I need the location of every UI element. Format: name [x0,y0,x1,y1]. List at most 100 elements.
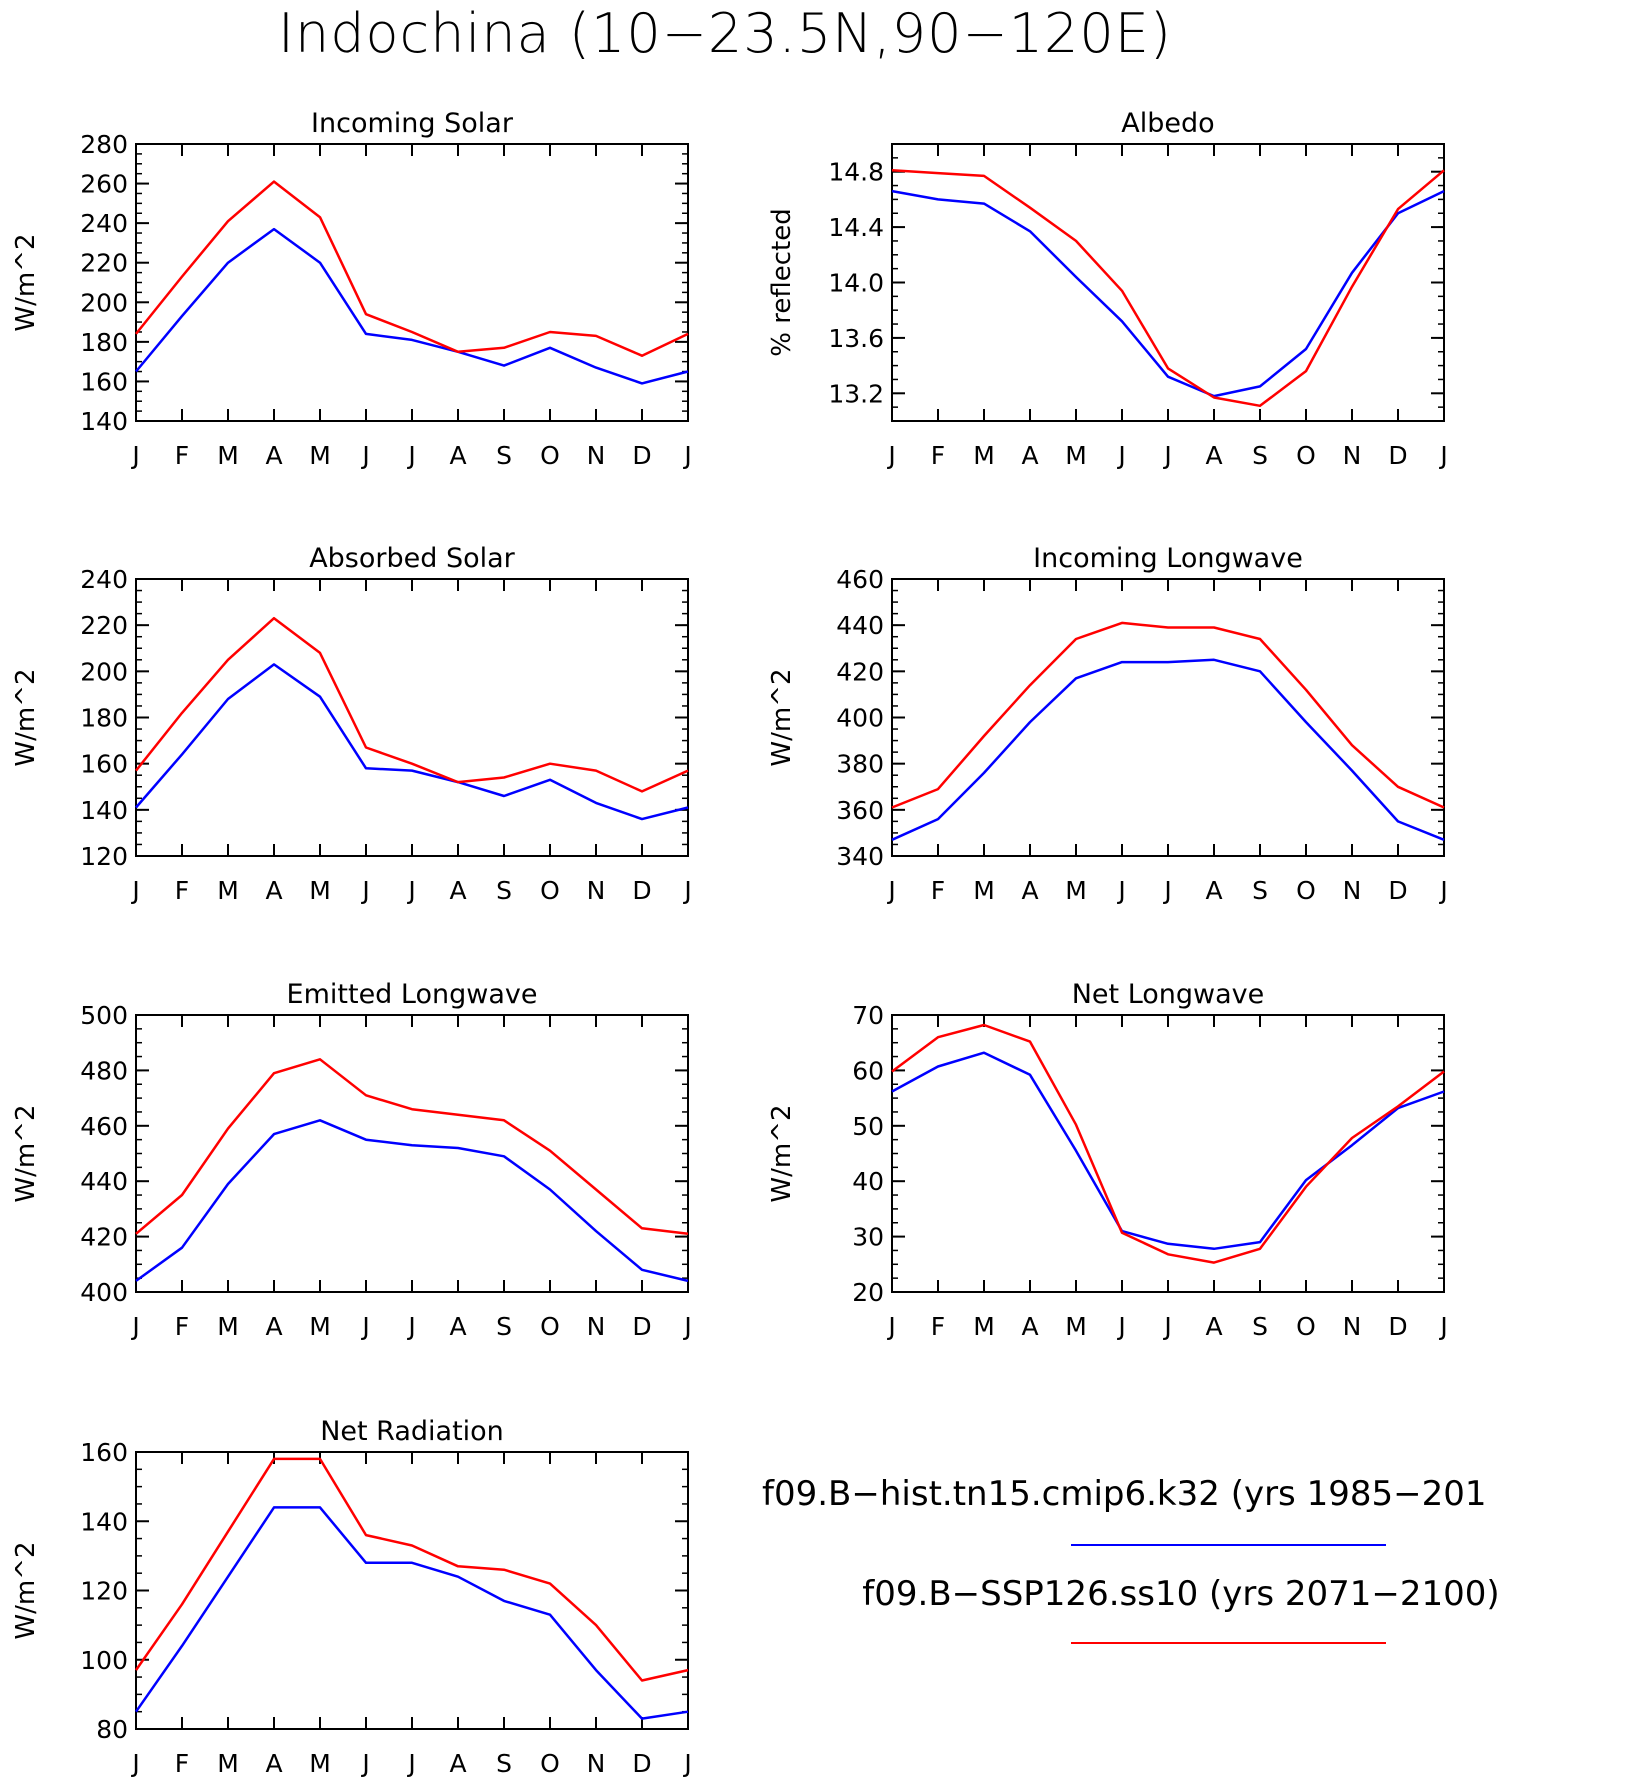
x-tick-label: M [309,1312,331,1341]
y-tick-label: 360 [836,796,884,825]
y-axis-label-albedo: % reflected [767,208,797,356]
y-tick-label: 280 [80,130,128,159]
series-line-hist [891,658,1445,841]
x-tick-label: N [1343,441,1362,470]
x-tick-label: J [406,1312,415,1341]
x-tick-label: S [1252,876,1268,905]
x-tick-label: S [1252,1312,1268,1341]
y-tick-label: 60 [852,1056,884,1085]
x-tick-label: J [360,1749,369,1778]
x-tick-label: M [973,1312,995,1341]
x-tick-label: S [496,1312,512,1341]
x-tick-label: F [175,1312,189,1341]
panel-title-net-radiation: Net Radiation [320,1416,504,1447]
panel-title-albedo: Albedo [1121,108,1214,139]
x-tick-label: J [1162,876,1171,905]
x-tick-label: F [931,441,945,470]
x-tick-label: M [1065,876,1087,905]
x-tick-label: D [632,1312,651,1341]
x-tick-label: A [1205,876,1222,905]
x-tick-label: M [217,1312,239,1341]
x-tick-label: D [1388,441,1407,470]
x-tick-label: J [130,1749,139,1778]
y-tick-label: 14.4 [828,213,884,242]
x-tick-label: F [175,1749,189,1778]
x-tick-label: F [931,1312,945,1341]
y-tick-label: 440 [836,611,884,640]
y-axis-label-emitted-longwave: W/m^2 [11,1104,41,1202]
x-tick-label: J [886,1312,895,1341]
y-tick-label: 160 [80,750,128,779]
x-tick-label: A [1021,1312,1038,1341]
x-tick-label: O [540,441,560,470]
x-tick-label: J [1116,876,1125,905]
x-tick-label: J [1116,1312,1125,1341]
x-tick-label: J [1438,441,1447,470]
x-tick-label: F [931,876,945,905]
series-line-ssp [135,1058,689,1236]
x-tick-label: J [130,876,139,905]
y-tick-label: 70 [852,1001,884,1030]
legend: f09.B−hist.tn15.cmip6.k32 (yrs 1985−201 … [762,1474,1500,1644]
x-tick-label: D [632,441,651,470]
x-tick-label: J [130,1312,139,1341]
x-tick-label: S [1252,441,1268,470]
y-tick-label: 50 [852,1112,884,1141]
y-tick-label: 420 [836,657,884,686]
x-tick-label: M [973,441,995,470]
y-tick-label: 240 [80,209,128,238]
x-tick-label: O [1296,876,1316,905]
x-tick-label: S [496,441,512,470]
x-tick-label: A [449,441,466,470]
x-tick-label: M [217,876,239,905]
plot-frame [891,578,1445,857]
x-tick-label: J [886,876,895,905]
x-tick-label: D [632,876,651,905]
series-line-hist [135,1119,689,1283]
x-tick-label: N [587,441,606,470]
y-tick-label: 40 [852,1167,884,1196]
x-tick-label: J [1162,441,1171,470]
y-tick-label: 120 [80,1577,128,1606]
x-tick-label: D [1388,1312,1407,1341]
series-line-hist [135,227,689,385]
x-tick-label: J [682,876,691,905]
legend-label-hist: f09.B−hist.tn15.cmip6.k32 (yrs 1985−201 [762,1474,1487,1514]
series-line-ssp [891,621,1445,809]
plot-frame [135,578,689,857]
x-tick-label: J [682,1749,691,1778]
x-tick-label: F [175,441,189,470]
x-tick-label: A [265,1749,282,1778]
x-tick-label: J [1162,1312,1171,1341]
y-tick-label: 20 [852,1278,884,1307]
x-tick-label: J [406,441,415,470]
x-tick-label: O [540,1749,560,1778]
plot-frame [135,143,689,422]
x-tick-label: A [1205,1312,1222,1341]
x-tick-label: M [1065,441,1087,470]
x-tick-label: S [496,1749,512,1778]
x-tick-label: J [886,441,895,470]
y-tick-label: 380 [836,750,884,779]
chart-incoming-solar: J F M A M J J A S O N D J140160180200220240260280Inc… [11,108,692,470]
legend-label-ssp: f09.B−SSP126.ss10 (yrs 2071−2100) [862,1574,1499,1614]
series-line-ssp [135,180,689,357]
x-tick-label: A [265,876,282,905]
x-tick-label: J [406,876,415,905]
y-tick-label: 14.8 [828,158,884,187]
y-axis-label-incoming-solar: W/m^2 [11,233,41,331]
x-tick-label: O [1296,441,1316,470]
x-tick-label: A [449,1312,466,1341]
chart-albedo: J F M A M J J A S O N D J13.213.614.014.414.8Albedo%… [767,108,1448,470]
y-tick-label: 120 [80,842,128,871]
y-tick-label: 180 [80,704,128,733]
y-axis-label-absorbed-solar: W/m^2 [11,668,41,766]
y-tick-label: 400 [80,1278,128,1307]
plot-frame [891,143,1445,422]
x-tick-label: J [1116,441,1125,470]
y-tick-label: 180 [80,328,128,357]
panel-title-emitted-longwave: Emitted Longwave [287,979,538,1010]
